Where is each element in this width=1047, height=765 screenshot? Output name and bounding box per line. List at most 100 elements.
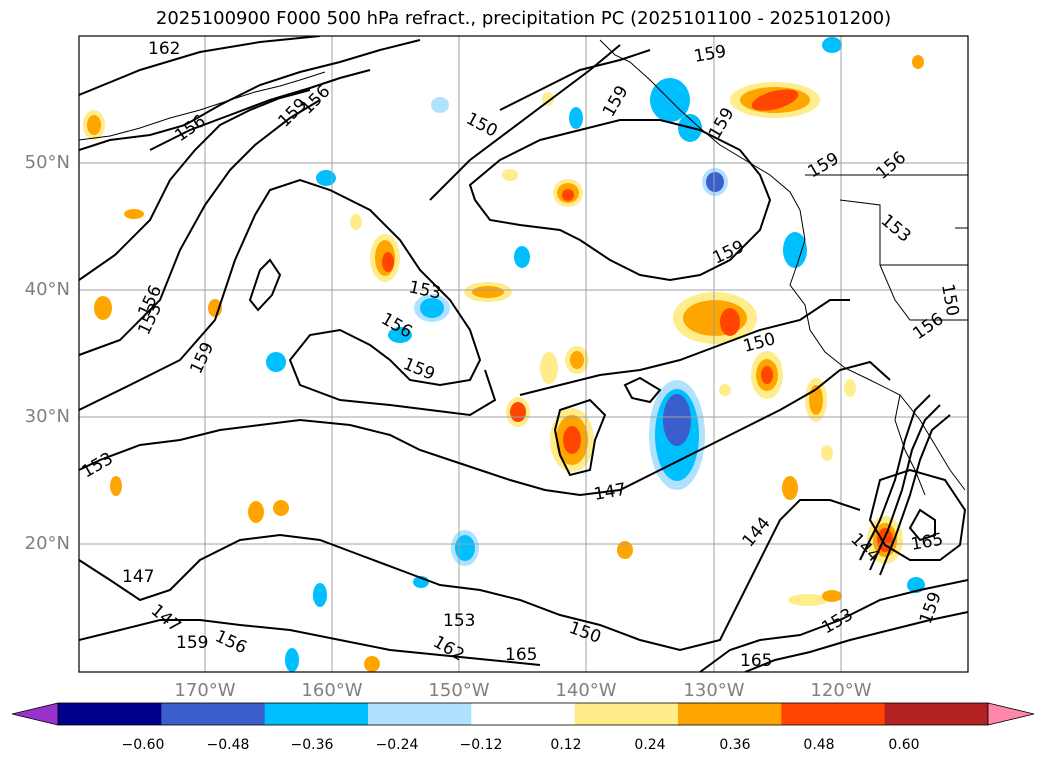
colorbar-segment [161, 703, 266, 725]
map-panel: 162 159 156 159 156 150 159 159 159 156 … [78, 35, 969, 673]
precip-blob [472, 286, 504, 298]
colorbar-tick-label: −0.12 [459, 737, 503, 753]
precip-blob [285, 648, 299, 672]
precip-blob [431, 97, 449, 113]
precip-blob [273, 500, 289, 516]
contour-line [79, 36, 321, 96]
map-frame [78, 35, 969, 673]
precip-blob [110, 476, 122, 496]
bc-coast [599, 39, 801, 211]
lon-label: 130°W [683, 680, 745, 701]
precip-blob [563, 426, 581, 454]
us-west-coast [789, 209, 966, 491]
colorbar-segment [368, 703, 472, 725]
precip-blob [382, 252, 394, 272]
precip-blob [562, 189, 574, 201]
contour-line [79, 39, 421, 151]
contour-label: 165 [740, 651, 772, 671]
contour-line [744, 611, 968, 672]
lon-label: 150°W [428, 680, 490, 701]
precip-blob [783, 232, 807, 268]
precip-blob [844, 379, 856, 397]
colorbar-tick-label: 0.48 [803, 737, 835, 753]
colorbar-tick-label: −0.60 [121, 737, 165, 753]
precip-blob [569, 107, 583, 129]
contour-line [699, 579, 968, 672]
map-title: 2025100900 F000 500 hPa refract., precip… [155, 8, 892, 29]
precip-blob [350, 214, 362, 230]
contour-line [79, 89, 311, 281]
precip-blob [788, 594, 828, 606]
precip-blob [821, 445, 833, 461]
contour-label: 159 [176, 633, 208, 653]
colorbar-tick-label: 0.24 [634, 737, 666, 753]
colorbar [11, 702, 1035, 726]
colorbar-tick-label: 0.36 [719, 737, 751, 753]
precip-blob [822, 37, 842, 53]
state-border [839, 199, 968, 266]
precip-blob [822, 590, 842, 602]
contour-line [79, 178, 497, 417]
contour-line [868, 468, 967, 561]
precip-blob [720, 308, 740, 336]
precip-blob [266, 352, 286, 372]
colorbar-segment [884, 703, 989, 725]
contour-line [429, 44, 621, 201]
contour-line [499, 49, 651, 111]
contour-label: 147 [122, 567, 154, 587]
lon-label: 160°W [301, 680, 363, 701]
contour-line [908, 508, 936, 542]
precip-blob [455, 535, 475, 561]
colorbar-segment [678, 703, 782, 725]
precip-blob [663, 394, 691, 446]
lat-label: 40°N [24, 279, 70, 300]
colorbar-segment [264, 703, 369, 725]
contour-line [468, 119, 772, 282]
precip-blob [751, 89, 799, 111]
precip-blob [313, 583, 327, 607]
baja-coast [894, 394, 926, 496]
contour-line [79, 99, 321, 356]
contour-line [79, 619, 541, 666]
contour-label: 162 [148, 39, 180, 59]
precip-blob [706, 172, 724, 192]
precip-blob [87, 115, 101, 135]
precip-blob [542, 92, 554, 106]
precip-blob [617, 541, 633, 559]
precip-blob [420, 298, 444, 318]
contour-line [248, 258, 282, 312]
lon-label: 120°W [810, 680, 872, 701]
state-border [879, 264, 968, 321]
precip-blob [248, 501, 264, 523]
precip-blob [94, 296, 112, 320]
precip-blob [316, 170, 336, 186]
lon-label: 170°W [174, 680, 236, 701]
lat-label: 50°N [24, 152, 70, 173]
colorbar-segment [781, 703, 886, 725]
lat-label: 20°N [24, 533, 70, 554]
precip-layer [83, 37, 925, 672]
colorbar-segment [58, 703, 162, 725]
lon-label: 140°W [555, 680, 617, 701]
precip-blob [502, 169, 518, 181]
contour-label: 165 [505, 645, 537, 665]
lat-label: 30°N [24, 406, 70, 427]
refractivity-contours [79, 36, 968, 672]
colorbar-tick-label: −0.24 [375, 737, 419, 753]
graticule [79, 36, 968, 672]
colorbar-tick-label: 0.60 [888, 737, 920, 753]
colorbar-segment [574, 703, 679, 725]
colorbar-extend-right [987, 702, 1035, 726]
contour-label: 153 [443, 611, 475, 631]
contour-line [553, 398, 607, 477]
precip-blob [510, 402, 526, 422]
contour-line [79, 360, 891, 497]
alaska-coast [79, 71, 326, 141]
precip-blob [782, 476, 798, 500]
colorbar-extend-left [11, 702, 59, 726]
map-background [79, 36, 968, 672]
contour-line [79, 499, 861, 652]
precip-blob [124, 209, 144, 219]
coastlines [79, 39, 968, 496]
contour-line [149, 69, 371, 151]
